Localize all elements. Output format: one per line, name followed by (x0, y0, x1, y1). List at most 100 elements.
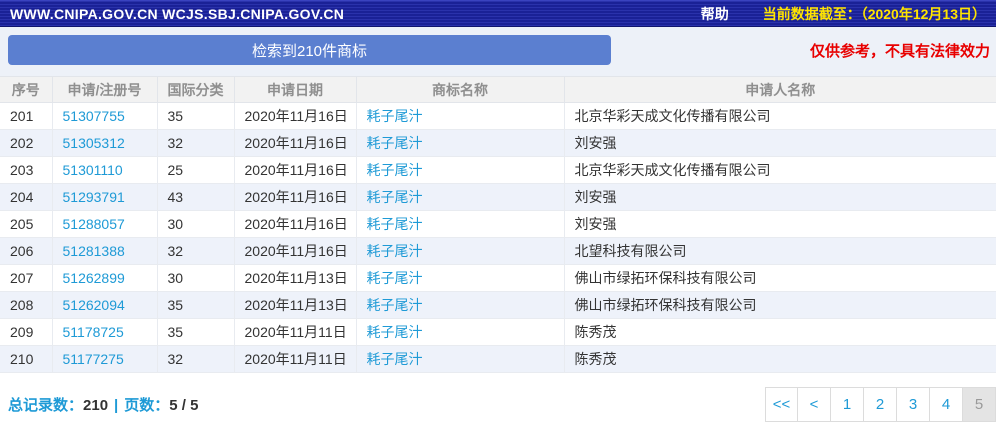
row-intl-class-cell: 35 (156, 291, 235, 319)
stats-separator: | (114, 397, 119, 414)
row-seq-cell: 205 (0, 210, 53, 238)
page-button[interactable]: << (765, 387, 798, 422)
row-intl-class-cell: 35 (156, 318, 235, 346)
row-applicant-cell: 北京华彩天成文化传播有限公司 (563, 102, 996, 130)
row-applicant-cell: 刘安强 (563, 129, 996, 157)
disclaimer-text: 仅供参考，不具有法律效力 (809, 43, 990, 60)
row-intl-class-cell: 25 (156, 156, 235, 184)
application-number-link-cell: 51288057 (51, 210, 158, 238)
trademark-name-link-cell: 耗子尾汁 (355, 345, 565, 373)
trademark-name-link[interactable]: 耗子尾汁 (366, 243, 423, 259)
col-header-trademark-name: 商标名称 (355, 76, 565, 103)
col-header-application-date: 申请日期 (233, 76, 357, 103)
application-number-link[interactable]: 51301110 (62, 162, 123, 178)
page-button[interactable]: < (798, 387, 831, 422)
application-number-link-cell: 51301110 (51, 156, 158, 184)
row-seq-cell: 203 (0, 156, 53, 184)
footer: 总记录数：210 | 页数：5 / 5 << <1 2 3 4 5 (0, 373, 996, 422)
row-seq-cell: 206 (0, 237, 53, 265)
col-header-application-number: 申请/注册号 (51, 76, 158, 103)
row-intl-class-cell: 30 (156, 264, 235, 292)
table-row: 203 51301110 25 2020年11月16日 耗子尾汁 北京华彩天成文化传播有限… (0, 156, 996, 184)
application-number-link[interactable]: 51262899 (62, 270, 125, 286)
row-applicant-cell: 陈秀茂 (563, 345, 996, 373)
application-number-link-cell: 51281388 (51, 237, 158, 265)
application-number-link[interactable]: 51307755 (62, 108, 125, 124)
row-seq-cell: 201 (0, 102, 53, 130)
application-number-link[interactable]: 51178725 (62, 324, 124, 340)
table-header-row: 序号 申请/注册号 国际分类 申请日期 商标名称 申请人名称 (0, 76, 996, 103)
application-number-link[interactable]: 51288057 (62, 216, 125, 232)
page-button[interactable]: 4 (930, 387, 963, 422)
row-intl-class-cell: 30 (156, 210, 235, 238)
row-applicant-cell: 刘安强 (563, 210, 996, 238)
application-number-link[interactable]: 51305312 (62, 135, 125, 151)
row-date-cell: 2020年11月16日 (233, 129, 357, 157)
application-number-link-cell: 51178725 (51, 318, 158, 346)
row-applicant-cell: 北望科技有限公司 (563, 237, 996, 265)
application-number-link[interactable]: 51262094 (62, 297, 125, 313)
data-cutoff-value: （2020年12月13日） (860, 5, 986, 22)
table-row: 207 51262899 30 2020年11月13日 耗子尾汁 佛山市绿拓环保科技有限公… (0, 264, 996, 292)
application-number-link-cell: 51262094 (51, 291, 158, 319)
page-button-current: 5 (963, 387, 996, 422)
trademark-name-link-cell: 耗子尾汁 (355, 291, 565, 319)
row-date-cell: 2020年11月16日 (233, 237, 357, 265)
row-date-cell: 2020年11月16日 (233, 102, 357, 130)
trademark-name-link-cell: 耗子尾汁 (355, 264, 565, 292)
row-date-cell: 2020年11月13日 (233, 264, 357, 292)
table-row: 208 51262094 35 2020年11月13日 耗子尾汁 佛山市绿拓环保科技有限公… (0, 291, 996, 319)
page-count-value: 5 / 5 (169, 397, 199, 414)
results-table-body: 201 51307755 35 2020年11月16日 耗子尾汁 北京华彩天成文化传播有限… (0, 102, 996, 373)
row-seq-cell: 202 (0, 129, 53, 157)
col-header-seq: 序号 (0, 76, 53, 103)
page-button[interactable]: 3 (897, 387, 930, 422)
data-cutoff: 当前数据截至：（2020年12月13日） (763, 4, 986, 24)
pagination: << <1 2 3 4 5 (765, 387, 996, 422)
row-intl-class-cell: 32 (156, 129, 235, 157)
row-seq-cell: 209 (0, 318, 53, 346)
page-button[interactable]: 1 (831, 387, 864, 422)
row-date-cell: 2020年11月16日 (233, 156, 357, 184)
trademark-name-link[interactable]: 耗子尾汁 (366, 108, 423, 124)
row-intl-class-cell: 43 (156, 183, 235, 211)
result-count-button[interactable]: 检索到210件商标 (8, 35, 611, 65)
row-seq-cell: 210 (0, 345, 53, 373)
row-date-cell: 2020年11月13日 (233, 291, 357, 319)
table-row: 210 51177275 32 2020年11月11日 耗子尾汁 陈秀茂 (0, 345, 996, 373)
row-applicant-cell: 佛山市绿拓环保科技有限公司 (563, 264, 996, 292)
trademark-name-link-cell: 耗子尾汁 (355, 156, 565, 184)
table-row: 205 51288057 30 2020年11月16日 耗子尾汁 刘安强 (0, 210, 996, 238)
trademark-name-link-cell: 耗子尾汁 (355, 102, 565, 130)
page-count-label: 页数： (124, 397, 170, 414)
trademark-name-link-cell: 耗子尾汁 (355, 183, 565, 211)
trademark-name-link[interactable]: 耗子尾汁 (366, 297, 423, 313)
row-seq-cell: 208 (0, 291, 53, 319)
data-cutoff-label: 当前数据截至： (762, 5, 861, 22)
trademark-name-link[interactable]: 耗子尾汁 (366, 135, 423, 151)
row-seq-cell: 207 (0, 264, 53, 292)
table-row: 206 51281388 32 2020年11月16日 耗子尾汁 北望科技有限公司 (0, 237, 996, 265)
trademark-name-link[interactable]: 耗子尾汁 (366, 189, 423, 205)
row-intl-class-cell: 32 (156, 345, 235, 373)
application-number-link[interactable]: 51281388 (62, 243, 125, 259)
row-applicant-cell: 北京华彩天成文化传播有限公司 (563, 156, 996, 184)
application-number-link[interactable]: 51293791 (62, 189, 125, 205)
row-applicant-cell: 佛山市绿拓环保科技有限公司 (563, 291, 996, 319)
results-table: 序号 申请/注册号 国际分类 申请日期 商标名称 申请人名称 201 513077… (0, 76, 996, 373)
row-intl-class-cell: 32 (156, 237, 235, 265)
application-number-link[interactable]: 51177275 (62, 351, 124, 367)
help-link[interactable]: 帮助 (700, 5, 729, 22)
trademark-name-link-cell: 耗子尾汁 (355, 318, 565, 346)
toolbar: 检索到210件商标 仅供参考，不具有法律效力 (0, 27, 996, 76)
application-number-link-cell: 51262899 (51, 264, 158, 292)
table-row: 209 51178725 35 2020年11月11日 耗子尾汁 陈秀茂 (0, 318, 996, 346)
trademark-name-link[interactable]: 耗子尾汁 (366, 351, 423, 367)
trademark-name-link[interactable]: 耗子尾汁 (366, 162, 423, 178)
trademark-name-link[interactable]: 耗子尾汁 (366, 270, 423, 286)
site-domains: WWW.CNIPA.GOV.CN WCJS.SBJ.CNIPA.GOV.CN (10, 5, 345, 22)
page-button[interactable]: 2 (864, 387, 897, 422)
trademark-name-link[interactable]: 耗子尾汁 (366, 216, 423, 232)
record-stats: 总记录数：210 | 页数：5 / 5 (8, 394, 198, 415)
trademark-name-link[interactable]: 耗子尾汁 (366, 324, 423, 340)
